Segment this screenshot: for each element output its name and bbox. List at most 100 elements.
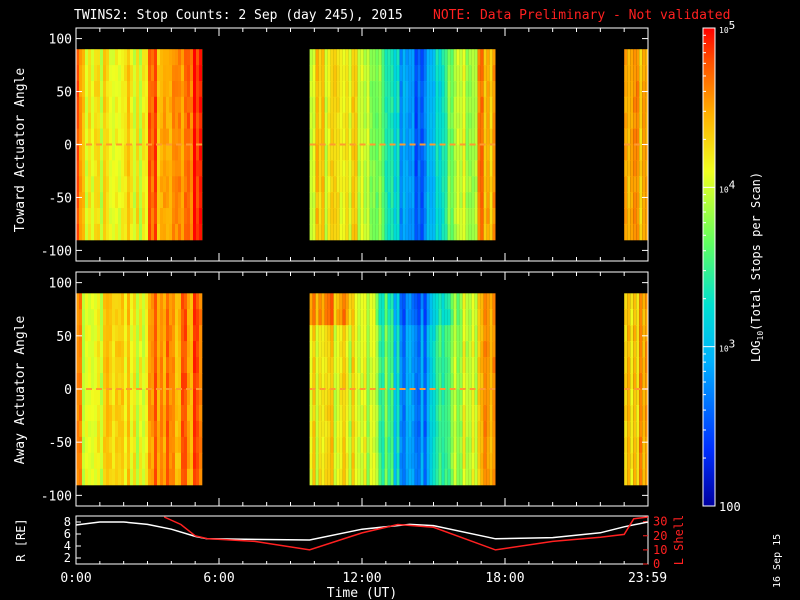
heatmap-cell xyxy=(459,468,463,486)
heatmap-cell xyxy=(345,81,349,98)
heatmap-cell xyxy=(420,176,424,193)
heatmap-cell xyxy=(642,309,646,326)
heatmap-cell xyxy=(133,293,136,310)
heatmap-cell xyxy=(348,176,352,193)
heatmap-cell xyxy=(175,405,178,422)
heatmap-cell xyxy=(327,405,331,422)
heatmap-cell xyxy=(79,452,82,470)
heatmap-cell xyxy=(136,357,139,374)
heatmap-cell xyxy=(630,373,634,390)
heatmap-cell xyxy=(471,373,475,390)
heatmap-cell xyxy=(411,65,415,82)
heatmap-cell xyxy=(312,144,316,161)
heatmap-cell xyxy=(318,341,322,358)
heatmap-cell xyxy=(91,420,94,438)
heatmap-cell xyxy=(390,81,394,98)
heatmap-cell xyxy=(645,373,648,390)
heatmap-cell xyxy=(636,176,640,193)
heatmap-cell xyxy=(94,293,97,310)
heatmap-cell xyxy=(366,160,370,177)
heatmap-cell xyxy=(627,112,631,130)
heatmap-cell xyxy=(193,208,196,225)
heatmap-cell xyxy=(645,293,648,310)
heatmap-cell xyxy=(151,128,154,145)
heatmap-cell xyxy=(420,128,424,145)
heatmap-cell xyxy=(369,420,373,438)
heatmap-cell xyxy=(148,436,151,454)
heatmap-cell xyxy=(184,81,187,98)
y-tick-label: -50 xyxy=(49,436,72,451)
heatmap-cell xyxy=(160,293,163,310)
heatmap-cell xyxy=(426,176,430,193)
heatmap-cell xyxy=(154,192,157,209)
heatmap-cell xyxy=(444,112,448,130)
heatmap-cell xyxy=(127,373,130,390)
heatmap-cell xyxy=(423,293,427,310)
heatmap-cell xyxy=(124,325,127,342)
heatmap-cell xyxy=(441,436,445,454)
heatmap-cell xyxy=(106,208,109,225)
heatmap-cell xyxy=(474,452,478,470)
heatmap-cell xyxy=(627,373,631,390)
heatmap-cell xyxy=(456,420,460,438)
heatmap-cell xyxy=(477,112,481,130)
heatmap-cell xyxy=(199,144,202,161)
heatmap-cell xyxy=(199,309,202,326)
heatmap-cell xyxy=(106,325,109,342)
heatmap-cell xyxy=(483,436,487,454)
heatmap-cell xyxy=(474,309,478,326)
heatmap-cell xyxy=(112,192,115,209)
heatmap-cell xyxy=(124,223,127,241)
heatmap-cell xyxy=(79,293,82,310)
heatmap-cell xyxy=(636,192,640,209)
heatmap-cell xyxy=(474,49,478,66)
heatmap-cell xyxy=(76,96,79,114)
heatmap-cell xyxy=(336,389,340,406)
heatmap-cell xyxy=(187,452,190,470)
heatmap-cell xyxy=(402,389,406,406)
heatmap-cell xyxy=(118,208,121,225)
heatmap-cell xyxy=(199,223,202,241)
heatmap-cell xyxy=(369,144,373,161)
heatmap-cell xyxy=(333,49,337,66)
heatmap-cell xyxy=(106,144,109,161)
heatmap-cell xyxy=(94,49,97,66)
heatmap-cell xyxy=(157,192,160,209)
heatmap-cell xyxy=(369,81,373,98)
heatmap-cell xyxy=(160,405,163,422)
heatmap-cell xyxy=(133,81,136,98)
heatmap-cell xyxy=(145,405,148,422)
heatmap-cell xyxy=(196,65,199,82)
heatmap-cell xyxy=(471,81,475,98)
heatmap-cell xyxy=(645,452,648,470)
heatmap-cell xyxy=(136,160,139,177)
heatmap-cell xyxy=(76,176,79,193)
heatmap-cell xyxy=(438,325,442,342)
heatmap-cell xyxy=(420,357,424,374)
heatmap-cell xyxy=(121,341,124,358)
heatmap-cell xyxy=(148,65,151,82)
heatmap-cell xyxy=(378,128,382,145)
heatmap-cell xyxy=(441,373,445,390)
heatmap-cell xyxy=(630,192,634,209)
heatmap-cell xyxy=(145,373,148,390)
heatmap-cell xyxy=(636,208,640,225)
heatmap-cell xyxy=(486,160,490,177)
heatmap-cell xyxy=(342,373,346,390)
heatmap-cell xyxy=(348,405,352,422)
heatmap-cell xyxy=(312,208,316,225)
heatmap-cell xyxy=(489,452,493,470)
heatmap-cell xyxy=(633,81,637,98)
heatmap-cell xyxy=(318,223,322,241)
heatmap-cell xyxy=(145,144,148,161)
heatmap-cell xyxy=(112,373,115,390)
heatmap-cell xyxy=(366,357,370,374)
heatmap-cell xyxy=(408,208,412,225)
y-tick-label: 50 xyxy=(56,86,72,101)
heatmap-cell xyxy=(309,128,313,145)
heatmap-cell xyxy=(145,112,148,130)
heatmap-cell xyxy=(645,112,648,130)
heatmap-cell xyxy=(360,452,364,470)
heatmap-cell xyxy=(480,65,484,82)
heatmap-cell xyxy=(384,49,388,66)
